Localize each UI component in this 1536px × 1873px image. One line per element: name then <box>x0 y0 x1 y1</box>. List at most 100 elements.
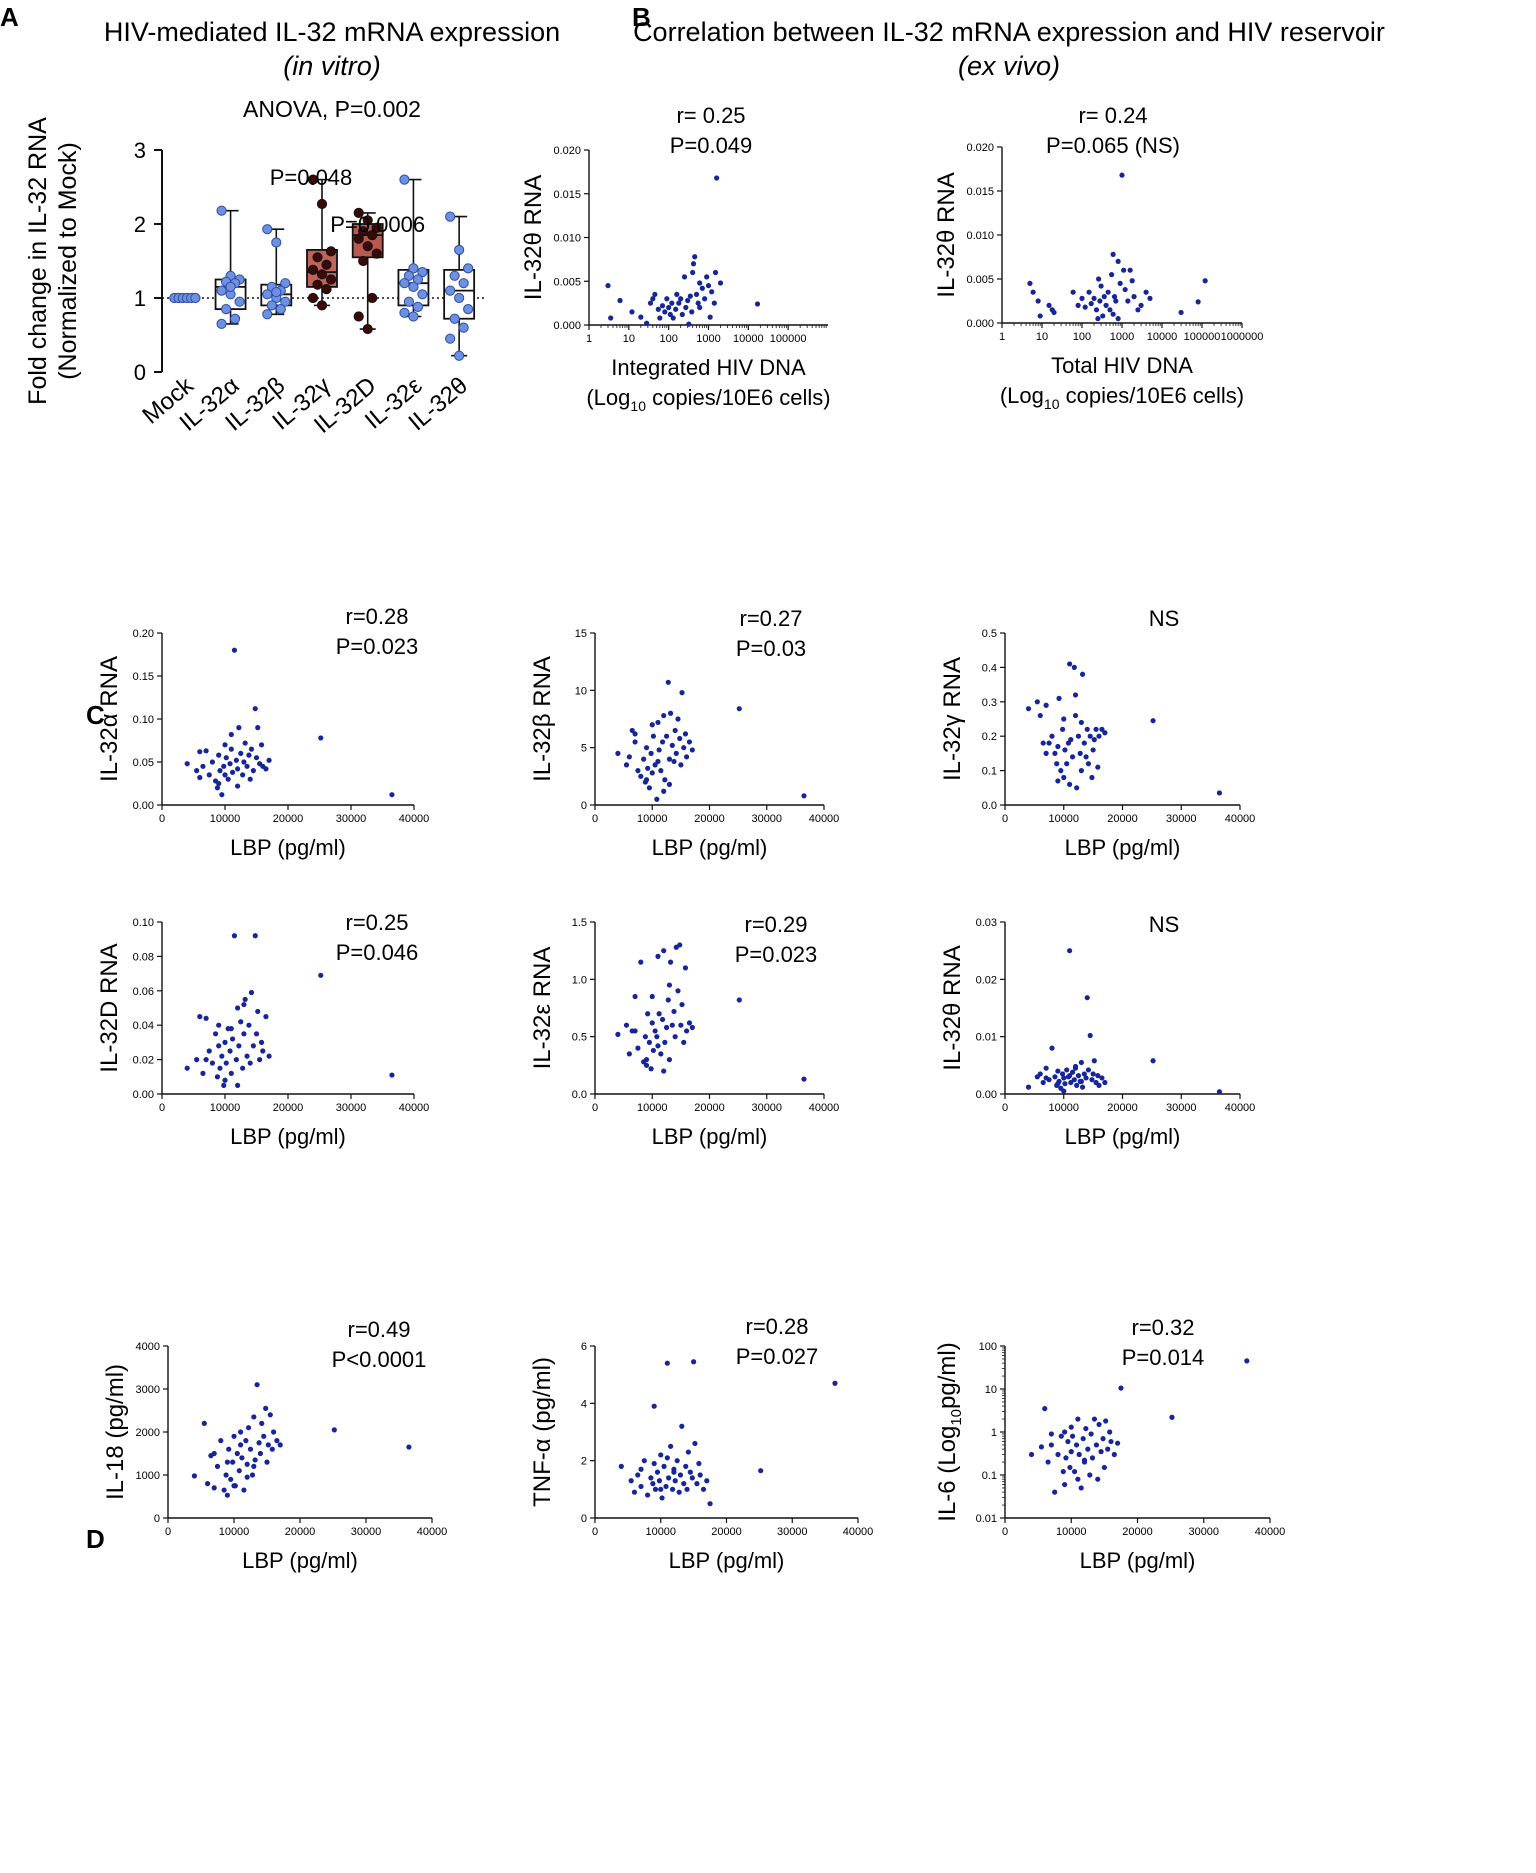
data-point <box>641 756 647 762</box>
data-point <box>1064 1067 1070 1073</box>
x-label-post: copies/10E6 cells) <box>646 385 831 410</box>
chart-c3: 0 10000 20000 30000 40000 0.0 0.1 0.2 0.3 0.4 0.5 I… <box>939 606 1255 860</box>
x-tick-label: 30000 <box>751 813 782 825</box>
x-axis-label: Integrated HIV DNA <box>611 355 806 380</box>
data-point <box>1072 1063 1079 1070</box>
data-point <box>652 1486 659 1492</box>
y-axis-label: IL-32β RNA <box>529 656 556 782</box>
data-point <box>717 280 724 286</box>
data-point <box>643 745 650 751</box>
data-point <box>1100 1436 1106 1442</box>
data-point <box>236 1468 242 1474</box>
data-point <box>263 1405 269 1411</box>
data-point <box>650 296 656 302</box>
x-tick-label: 20000 <box>273 1102 304 1114</box>
data-point <box>229 769 236 775</box>
y-tick-label: 0.1 <box>982 766 997 778</box>
data-point <box>403 296 415 307</box>
chart-b1: 1 10 100 1000 10000 100000 0.000 0.005 0.010 0.01… <box>520 103 831 414</box>
data-point <box>190 292 201 304</box>
chart-d1: 0 10000 20000 30000 40000 0 1000 2000 3000 4000 IL… <box>102 1317 447 1573</box>
x-tick-label: 10 <box>1036 331 1048 343</box>
data-point <box>664 296 670 302</box>
x-tick-label: 10000 <box>210 1102 241 1114</box>
data-point <box>445 333 456 344</box>
data-point <box>1068 1424 1074 1430</box>
x-tick-label: 0 <box>159 1102 165 1114</box>
data-point <box>700 1486 707 1492</box>
data-point <box>699 285 705 291</box>
data-point <box>254 1382 260 1388</box>
y-tick-label: 0.4 <box>982 662 997 674</box>
data-point <box>1098 283 1104 289</box>
stat-r-label: NS <box>1149 606 1180 631</box>
y-tick-label: 0.08 <box>133 951 154 963</box>
data-point <box>206 772 212 778</box>
data-point <box>677 942 683 948</box>
data-point <box>1069 1433 1076 1439</box>
data-point <box>1073 1442 1080 1448</box>
data-point <box>389 1072 395 1078</box>
data-point <box>651 1460 657 1467</box>
data-point <box>684 1028 690 1034</box>
data-point <box>367 292 378 304</box>
chart-d2: 0 10000 20000 30000 40000 0 2 4 6 TNF-α (pg/ml) LB… <box>529 1314 873 1573</box>
data-point <box>643 1062 650 1068</box>
data-point <box>832 1380 838 1386</box>
data-point <box>1069 754 1076 760</box>
x-axis-label: LBP (pg/ml) <box>230 835 346 860</box>
data-point <box>666 1057 673 1063</box>
data-point <box>222 1039 228 1045</box>
data-point <box>1062 1429 1068 1435</box>
data-point <box>205 1481 211 1487</box>
y-axis-label: IL-32α RNA <box>96 656 123 782</box>
data-point <box>673 750 679 757</box>
data-point <box>649 770 655 776</box>
data-point <box>463 304 474 315</box>
data-point <box>632 993 638 1000</box>
stat-r-label: r= 0.24 <box>1078 103 1147 128</box>
data-point <box>1119 172 1125 178</box>
data-point <box>257 1057 263 1063</box>
data-point <box>260 1048 266 1054</box>
data-point <box>638 314 644 320</box>
data-point <box>312 252 323 263</box>
data-point <box>206 1048 212 1054</box>
data-point <box>240 772 246 778</box>
data-point <box>1072 712 1079 719</box>
data-point <box>628 1478 634 1484</box>
data-point <box>266 757 272 763</box>
data-point <box>651 1403 657 1409</box>
data-point <box>648 750 654 757</box>
data-point <box>658 768 664 774</box>
data-point <box>668 1443 674 1449</box>
data-point <box>667 311 673 318</box>
data-point <box>671 758 677 765</box>
annotation-p-gamma: P=0.048 <box>270 165 353 190</box>
y-tick-label: 10 <box>985 1384 997 1396</box>
panel-a-title: HIV-mediated IL-32 mRNA expression <box>104 17 560 47</box>
data-point <box>406 1444 412 1450</box>
data-point <box>318 735 324 741</box>
y-tick-label: 0.020 <box>966 142 994 154</box>
data-point <box>371 222 382 233</box>
data-point <box>1095 764 1101 770</box>
data-point <box>707 1501 713 1507</box>
data-point <box>669 1486 676 1492</box>
data-point <box>702 296 708 302</box>
data-point <box>218 1438 224 1444</box>
data-point <box>262 224 273 235</box>
data-point <box>1043 1065 1049 1071</box>
data-point <box>662 777 668 783</box>
y-tick-label: 0.10 <box>133 917 154 929</box>
data-point <box>1062 747 1068 753</box>
y-tick-label: 1 <box>991 1427 997 1439</box>
data-point <box>608 315 614 321</box>
data-point <box>1078 719 1084 726</box>
stat-p-label: P=0.023 <box>735 942 818 967</box>
data-point <box>654 796 660 802</box>
x-tick-label: 30000 <box>1166 813 1197 825</box>
data-point <box>219 1053 225 1059</box>
data-point <box>666 1475 672 1481</box>
data-point <box>678 762 684 768</box>
